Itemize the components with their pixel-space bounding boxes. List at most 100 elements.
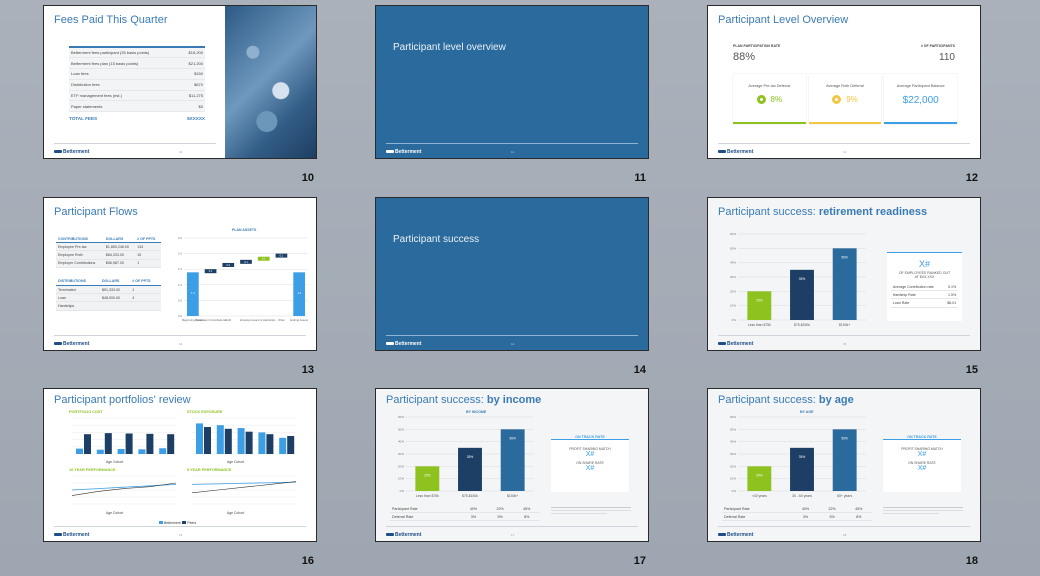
category-label: 60+ years bbox=[837, 494, 852, 498]
category-label: Roth bbox=[225, 318, 231, 322]
tick-label: 2.5 bbox=[178, 236, 183, 240]
stat-table: Average Contribution rate 5.1% Hardship Ra… bbox=[890, 283, 959, 308]
category-label: <30 years bbox=[752, 494, 767, 498]
slide-thumbnail-14[interactable]: Participant success Betterment 14 bbox=[375, 197, 649, 351]
fees-table: Betterment fees participant (35 basis po… bbox=[69, 46, 205, 121]
table-row: Loan $48,000.00 4 bbox=[56, 293, 161, 303]
tick-label: 0% bbox=[400, 489, 405, 493]
tick-label: 50% bbox=[730, 427, 736, 431]
table-cell: 8% bbox=[845, 512, 872, 522]
slide-number: 16 bbox=[301, 555, 314, 567]
bar bbox=[196, 423, 203, 454]
table-cell bbox=[99, 301, 131, 311]
logo-icon bbox=[386, 533, 394, 537]
age-chart: 0% 10% 20% 30% 40% 50% 60% 20% <30 years 35% 30 - … bbox=[730, 415, 866, 498]
tick-label: 0% bbox=[732, 489, 737, 493]
data-label: 0.2 bbox=[226, 263, 230, 267]
card-label: Average Participant Balance bbox=[896, 84, 945, 88]
table-cell: 3% bbox=[460, 512, 487, 522]
table-cell: 3% bbox=[792, 512, 819, 522]
tick-label: 20% bbox=[398, 464, 404, 468]
category-label: 30 - 60 years bbox=[792, 494, 812, 498]
total-fees-value: $XXXXX bbox=[187, 116, 205, 122]
category-label: Participant Contributions bbox=[195, 318, 226, 322]
participation-label: PLAN PARTICIPATION RATE bbox=[733, 44, 781, 48]
bar bbox=[832, 429, 857, 491]
tick-label: 60% bbox=[398, 415, 404, 419]
data-label: 35% bbox=[799, 455, 806, 459]
data-label: 0.1 bbox=[209, 269, 213, 273]
axis-label: Age Cohort bbox=[227, 511, 245, 515]
stat-cell: 5.1% bbox=[943, 283, 959, 292]
slide-thumbnail-12[interactable]: Participant Level Overview PLAN PARTICIP… bbox=[707, 5, 981, 159]
distributions-table: DISTRIBUTIONS DOLLARS # OF PPTS Terminated $… bbox=[56, 277, 161, 311]
logo-icon bbox=[386, 150, 394, 154]
slide-number: 11 bbox=[634, 172, 646, 184]
slide-number: 17 bbox=[633, 555, 646, 567]
card-value: $22,000 bbox=[902, 95, 939, 106]
table-header: CONTRIBUTIONS DOLLARS # OF PPTS bbox=[56, 235, 161, 244]
fee-label: Loan fees bbox=[71, 71, 89, 77]
data-label: 0.1 bbox=[280, 254, 284, 258]
metric-card: Average Pre-tax Deferral 8% bbox=[733, 74, 806, 124]
tick-label: 10% bbox=[398, 477, 404, 481]
slide-thumbnail-17[interactable]: Participant success: by income BY INCOME… bbox=[375, 388, 649, 542]
betterment-logo: Betterment bbox=[54, 149, 89, 155]
participants-count-label: # OF PARTICIPANTS bbox=[920, 44, 955, 48]
legend-peers: Peers bbox=[187, 521, 197, 525]
page-number: 16 bbox=[179, 533, 183, 537]
axis-label: Age Cohort bbox=[106, 460, 124, 464]
betterment-logo: Betterment bbox=[718, 341, 753, 347]
header-cell: # OF PPTS bbox=[130, 277, 161, 286]
chart-title: BY INCOME bbox=[466, 410, 487, 414]
bar bbox=[287, 436, 295, 454]
bar bbox=[96, 449, 104, 454]
slide-thumbnail-16[interactable]: Participant portfolios' review PORTFOLIO… bbox=[43, 388, 317, 542]
track-value-1: X# bbox=[585, 451, 595, 458]
tick-label: 20% bbox=[730, 289, 736, 293]
tick-label: 40% bbox=[398, 440, 404, 444]
five-year-title: 5 YEAR PERFORMANCE bbox=[187, 468, 232, 472]
on-track-title: ON TRACK RATE bbox=[907, 435, 937, 439]
on-track-card: ON TRACK RATE PROFIT SHARING MATCH X# ON… bbox=[883, 435, 961, 492]
track-value-2: X# bbox=[917, 465, 927, 472]
data-label: 0.1 bbox=[244, 260, 248, 264]
table-cell: 134 bbox=[135, 242, 161, 252]
data-label: 50% bbox=[841, 255, 848, 259]
slide-thumbnail-13[interactable]: Participant Flows CONTRIBUTIONS DOLLARS # … bbox=[43, 197, 317, 351]
table-cell: 4 bbox=[130, 293, 161, 303]
category-label: Less than $75k bbox=[416, 494, 439, 498]
on-track-title: ON TRACK RATE bbox=[575, 435, 605, 439]
table-cell: $1,850,246.00 bbox=[103, 242, 136, 252]
track-line-2: ON SHARE RATE bbox=[576, 461, 604, 465]
stat-row: Hardship Rate 1.5% bbox=[890, 290, 959, 300]
tick-label: 50% bbox=[398, 427, 404, 431]
fee-label: ETF management fees (est.) bbox=[71, 93, 122, 99]
data-label: 50% bbox=[509, 436, 516, 440]
fee-row: Betterment fees plan (15 basis points) $2… bbox=[69, 58, 205, 70]
data-label: 0.1 bbox=[262, 257, 266, 261]
bar bbox=[747, 466, 772, 491]
tick-label: 0.0 bbox=[178, 314, 183, 318]
category-label: Employer bbox=[240, 318, 252, 322]
table-cell: $84,333.00 bbox=[103, 250, 136, 260]
table-cell: 1 bbox=[130, 285, 161, 295]
readiness-stat-card: X# OF EMPLOYEES RANKED OUT AT $XX,XXX Av… bbox=[887, 252, 962, 321]
data-label: 35% bbox=[799, 277, 806, 281]
slide-thumbnail-15[interactable]: Participant success: retirement readines… bbox=[707, 197, 981, 351]
table-cell: Employer Contributions bbox=[56, 259, 104, 268]
header-cell: DOLLARS bbox=[99, 277, 131, 286]
table-cell: 8% bbox=[513, 512, 540, 522]
slide-thumbnail-10[interactable]: Fees Paid This Quarter Betterment fees p… bbox=[43, 5, 317, 159]
slide-number: 14 bbox=[633, 364, 646, 376]
data-label: 35% bbox=[467, 455, 474, 459]
fee-row: Distribution fees $670 bbox=[69, 79, 205, 91]
slide-thumbnail-18[interactable]: Participant success: by age BY AGE 0% 10%… bbox=[707, 388, 981, 542]
card-value: 8% bbox=[770, 95, 783, 104]
table-cell: Employee Pre-tax bbox=[56, 242, 104, 252]
stat-value: X# bbox=[918, 259, 930, 269]
data-label: 50% bbox=[841, 436, 848, 440]
table-row: Deferral Rate 3% 5% 8% bbox=[722, 512, 872, 522]
table-row: Participant Rate 40% 22% 45% bbox=[390, 505, 540, 514]
slide-thumbnail-11[interactable]: Participant level overview Betterment 11 bbox=[375, 5, 649, 159]
